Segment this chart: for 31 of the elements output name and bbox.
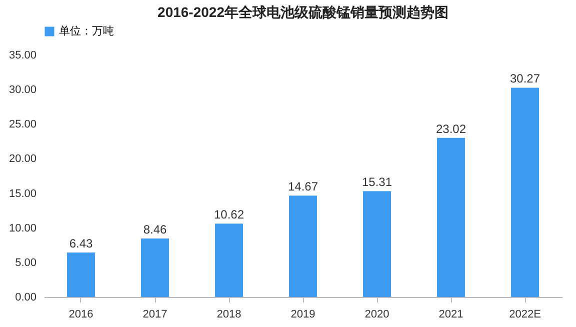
y-tick-label: 35.00 (8, 50, 36, 62)
y-tick-label: 5.00 (15, 256, 36, 269)
x-tick-label: 2019 (290, 308, 316, 320)
y-tick-label: 20.00 (8, 153, 36, 166)
bar (67, 252, 95, 297)
bar (289, 196, 317, 297)
bar (363, 191, 391, 297)
x-tick-label: 2022E (509, 308, 541, 320)
y-tick-label: 10.00 (8, 222, 36, 234)
bar (215, 224, 243, 297)
data-label: 10.62 (214, 208, 244, 222)
x-tick-label: 2020 (364, 308, 390, 320)
data-label: 30.27 (510, 72, 540, 86)
data-label: 8.46 (143, 222, 167, 237)
bar (511, 88, 539, 297)
x-tick-label: 2017 (142, 308, 168, 320)
x-tick-label: 2021 (438, 308, 464, 320)
x-tick-label: 2018 (216, 308, 242, 320)
y-tick-label: 0.00 (15, 292, 36, 304)
y-tick-label: 30.00 (8, 84, 36, 96)
y-tick-label: 15.00 (8, 188, 36, 200)
data-label: 14.67 (288, 180, 318, 194)
y-tick-label: 25.00 (8, 118, 36, 131)
legend-label: 单位：万吨 (59, 24, 114, 38)
data-label: 15.31 (362, 175, 392, 190)
data-label: 6.43 (69, 236, 93, 251)
bar (437, 138, 465, 297)
chart-title: 2016-2022年全球电池级硫酸锰销量预测趋势图 (158, 4, 448, 20)
x-tick-label: 2016 (68, 308, 94, 320)
bar (141, 238, 169, 297)
data-label: 23.02 (436, 122, 466, 136)
